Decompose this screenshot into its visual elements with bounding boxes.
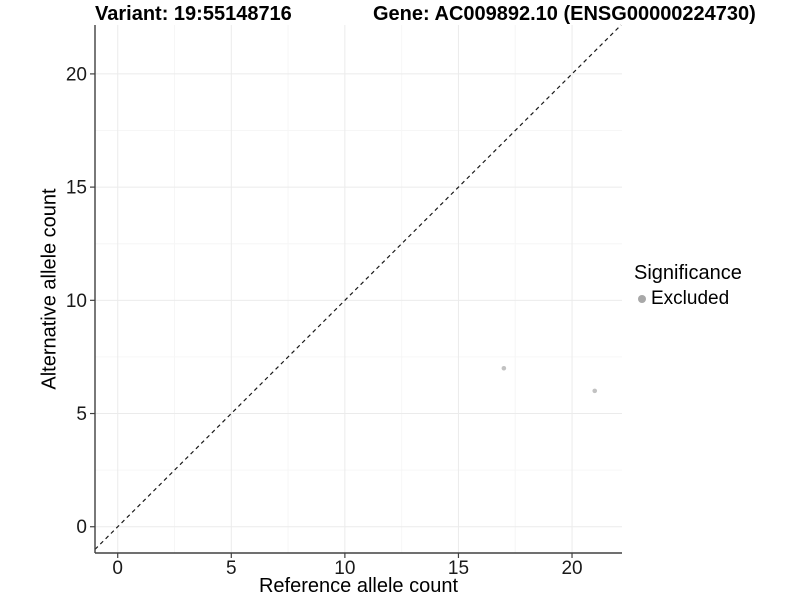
x-tick-label: 15 <box>448 558 469 579</box>
panel-background <box>95 25 622 553</box>
y-tick-label: 5 <box>76 404 87 425</box>
legend-marker-dot <box>638 295 646 303</box>
plot-title-variant: Variant: 19:55148716 <box>95 3 292 25</box>
x-tick-label: 0 <box>112 558 123 579</box>
legend-entry-excluded: Excluded <box>634 288 742 310</box>
plot-title-gene: Gene: AC009892.10 (ENSG00000224730) <box>373 3 756 25</box>
legend-entry-label: Excluded <box>651 288 730 309</box>
data-point <box>501 365 507 371</box>
y-tick-label: 10 <box>66 291 87 312</box>
y-axis-title: Alternative allele count <box>38 188 61 390</box>
y-tick-label: 0 <box>76 517 87 538</box>
x-tick-label: 10 <box>334 558 355 579</box>
legend-title: Significance <box>634 262 742 284</box>
y-tick-label: 15 <box>66 178 87 199</box>
identity-line <box>94 24 622 550</box>
x-tick-label: 20 <box>561 558 582 579</box>
legend: Significance Excluded <box>634 262 742 310</box>
x-tick-label: 5 <box>226 558 237 579</box>
y-tick-label: 20 <box>66 64 87 85</box>
data-point <box>592 388 598 394</box>
x-axis-title: Reference allele count <box>258 575 458 597</box>
